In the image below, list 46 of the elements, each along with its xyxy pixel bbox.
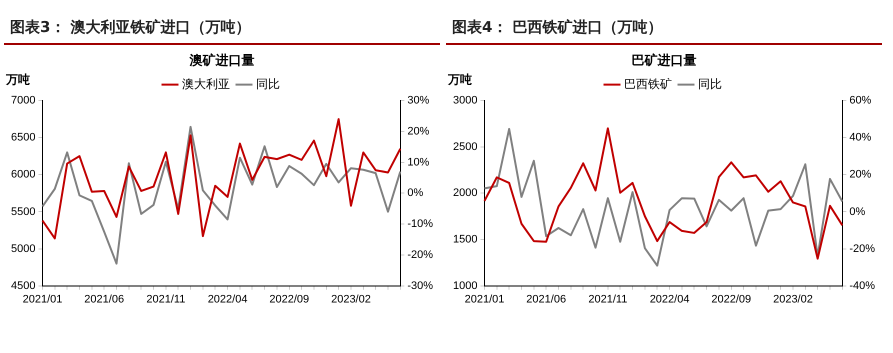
y2-tick-label: -40% xyxy=(849,280,876,292)
y-tick-label: 6000 xyxy=(10,168,36,181)
y2-tick-label: 30% xyxy=(407,94,430,107)
y2-tick-label: 0% xyxy=(849,206,866,218)
y-axis-title: 万吨 xyxy=(447,72,472,87)
y-tick-label: 4500 xyxy=(10,280,36,292)
x-tick-label: 2021/11 xyxy=(146,293,186,306)
y-axis-title: 万吨 xyxy=(5,72,30,87)
y2-tick-label: 40% xyxy=(849,132,872,144)
y-tick-label: 6500 xyxy=(10,132,36,144)
y2-tick-label: 20% xyxy=(407,126,430,138)
y-tick-label: 7000 xyxy=(10,94,36,107)
x-tick-label: 2021/11 xyxy=(588,293,628,306)
y-tick-label: 5000 xyxy=(10,242,36,255)
x-tick-label: 2021/06 xyxy=(526,293,566,306)
x-tick-label: 2022/04 xyxy=(208,293,248,306)
y2-tick-label: 10% xyxy=(407,156,430,168)
chart-title: 图表3： 澳大利亚铁矿进口（万吨） xyxy=(4,6,440,45)
x-tick-label: 2022/09 xyxy=(269,293,310,306)
y2-tick-label: 60% xyxy=(849,94,872,107)
y-tick-label: 2000 xyxy=(452,187,478,200)
chart-subtitle: 巴矿进口量 xyxy=(632,52,696,68)
y-tick-label: 3000 xyxy=(452,94,478,107)
x-tick-label: 2021/06 xyxy=(84,293,124,306)
legend-label: 巴西铁矿 xyxy=(624,76,672,91)
chart-title: 图表4： 巴西铁矿进口（万吨） xyxy=(446,6,882,45)
x-tick-label: 2022/04 xyxy=(650,293,690,306)
x-tick-label: 2023/02 xyxy=(773,293,813,306)
y2-tick-label: 0% xyxy=(407,187,424,200)
x-tick-label: 2022/09 xyxy=(711,293,752,306)
y2-tick-label: 20% xyxy=(849,168,872,181)
y-tick-label: 5500 xyxy=(10,206,36,218)
x-tick-label: 2021/01 xyxy=(22,293,62,306)
chart-subtitle: 澳矿进口量 xyxy=(188,52,254,68)
y2-tick-label: -10% xyxy=(407,218,434,230)
y-tick-label: 1000 xyxy=(452,280,478,292)
y-tick-label: 2500 xyxy=(452,140,478,153)
y2-tick-label: -20% xyxy=(407,248,434,261)
y2-tick-label: -30% xyxy=(407,280,434,292)
legend-label: 同比 xyxy=(256,76,280,91)
legend-label: 澳大利亚 xyxy=(182,76,230,91)
x-tick-label: 2023/02 xyxy=(331,293,371,306)
x-tick-label: 2021/01 xyxy=(464,293,504,306)
y-tick-label: 1500 xyxy=(452,234,478,246)
legend-label: 同比 xyxy=(698,76,722,91)
y2-tick-label: -20% xyxy=(849,242,876,255)
